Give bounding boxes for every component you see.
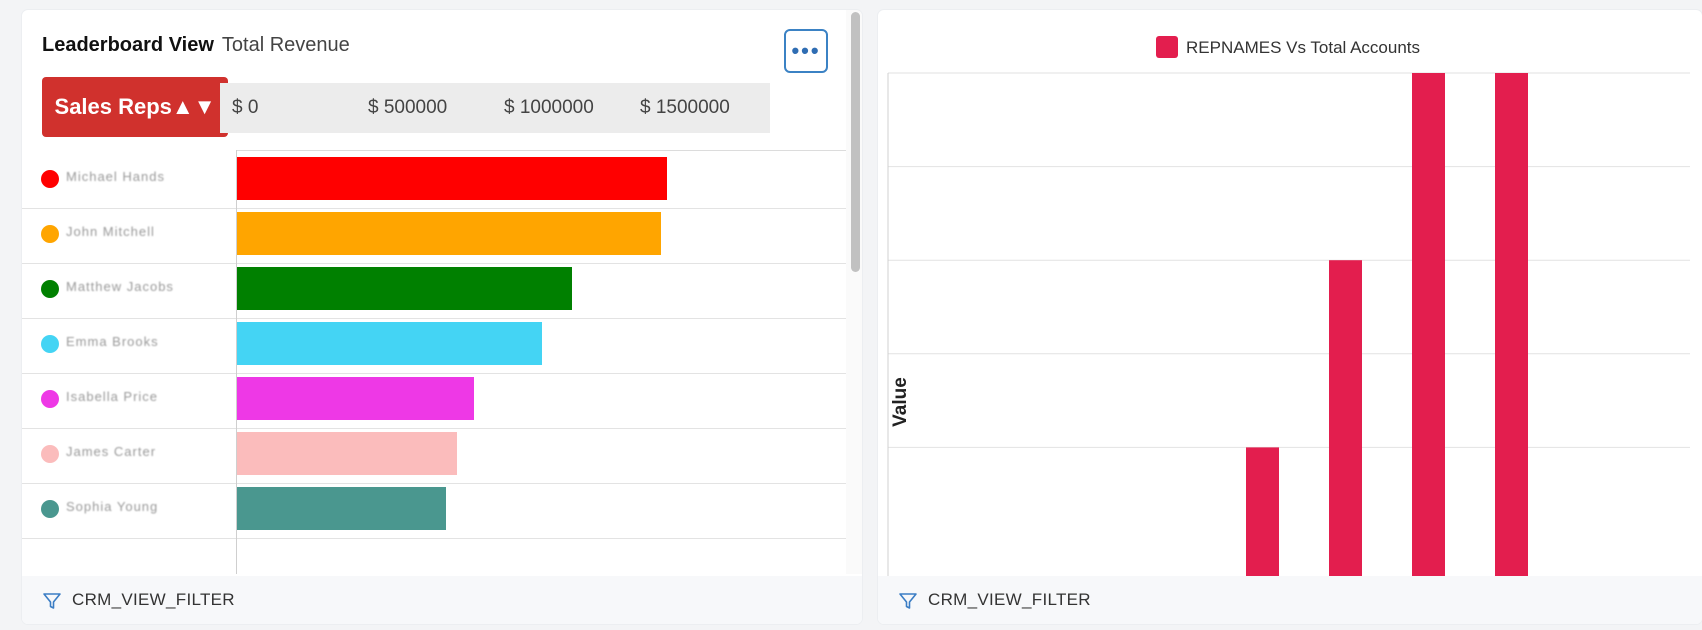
rep-color-dot — [41, 500, 59, 518]
filter-label: CRM_VIEW_FILTER — [928, 590, 1091, 609]
leaderboard-title: Leaderboard View — [42, 34, 214, 56]
leaderboard-row[interactable]: Isabella Price — [22, 370, 862, 429]
rep-name: Emma Brooks — [66, 334, 159, 349]
accounts-bar[interactable] — [1495, 73, 1528, 576]
rep-color-dot — [41, 225, 59, 243]
revenue-bar[interactable] — [237, 487, 446, 530]
scale-label-3: $ 1500000 — [628, 83, 770, 133]
leaderboard-row[interactable]: Matthew Jacobs — [22, 260, 862, 319]
leaderboard-row[interactable]: Emma Brooks — [22, 315, 862, 374]
filter-footer[interactable]: CRM_VIEW_FILTER — [22, 576, 862, 624]
rep-name: Matthew Jacobs — [66, 279, 174, 294]
accounts-bar[interactable] — [1329, 260, 1362, 576]
filter-footer[interactable]: CRM_VIEW_FILTER — [878, 576, 1702, 624]
rep-name: John Mitchell — [66, 224, 155, 239]
rep-color-dot — [41, 280, 59, 298]
filter-label: CRM_VIEW_FILTER — [72, 590, 235, 609]
revenue-bar[interactable] — [237, 322, 542, 365]
sales-reps-sort-button[interactable]: Sales Reps▲▼ — [42, 77, 228, 137]
revenue-bar[interactable] — [237, 212, 661, 255]
rep-color-dot — [41, 390, 59, 408]
rep-name: Sophia Young — [66, 499, 159, 514]
leaderboard-card: Leaderboard View Total Revenue ••• Sales … — [22, 10, 862, 624]
revenue-bar[interactable] — [237, 432, 457, 475]
rep-color-dot — [41, 445, 59, 463]
chart-legend[interactable]: REPNAMES Vs Total Accounts — [1156, 36, 1420, 58]
more-options-button[interactable]: ••• — [784, 29, 828, 73]
filter-icon — [899, 593, 917, 609]
scale-label-2: $ 1000000 — [492, 83, 634, 133]
legend-swatch — [1156, 36, 1178, 58]
scrollbar-thumb[interactable] — [851, 12, 860, 272]
legend-label: REPNAMES Vs Total Accounts — [1186, 38, 1421, 57]
filter-icon — [43, 593, 61, 609]
leaderboard-row[interactable]: Sophia Young — [22, 480, 862, 539]
rep-name: Michael Hands — [66, 169, 165, 184]
revenue-bar[interactable] — [237, 267, 572, 310]
more-dots-icon: ••• — [791, 38, 821, 63]
rep-name: James Carter — [66, 444, 157, 459]
rep-color-dot — [41, 335, 59, 353]
scale-label-0: $ 0 — [220, 83, 362, 133]
rep-name: Isabella Price — [66, 389, 159, 404]
revenue-bar[interactable] — [237, 157, 667, 200]
leaderboard-divider — [236, 150, 854, 151]
accounts-bar[interactable] — [1412, 73, 1445, 576]
leaderboard-row[interactable]: James Carter — [22, 425, 862, 484]
leaderboard-list: Michael Hands John Mitchell Matthew Jacobs… — [22, 150, 862, 574]
leaderboard-row[interactable]: Michael Hands — [22, 150, 862, 209]
leaderboard-subtitle: Total Revenue — [221, 34, 350, 56]
scale-label-1: $ 500000 — [356, 83, 498, 133]
accounts-bar[interactable] — [1246, 447, 1279, 576]
y-axis-title: Value — [890, 377, 911, 427]
rep-color-dot — [41, 170, 59, 188]
revenue-bar[interactable] — [237, 377, 474, 420]
leaderboard-row[interactable]: John Mitchell — [22, 205, 862, 264]
leaderboard-axis-line — [236, 150, 237, 574]
leaderboard-header: Leaderboard View Total Revenue — [42, 34, 350, 57]
